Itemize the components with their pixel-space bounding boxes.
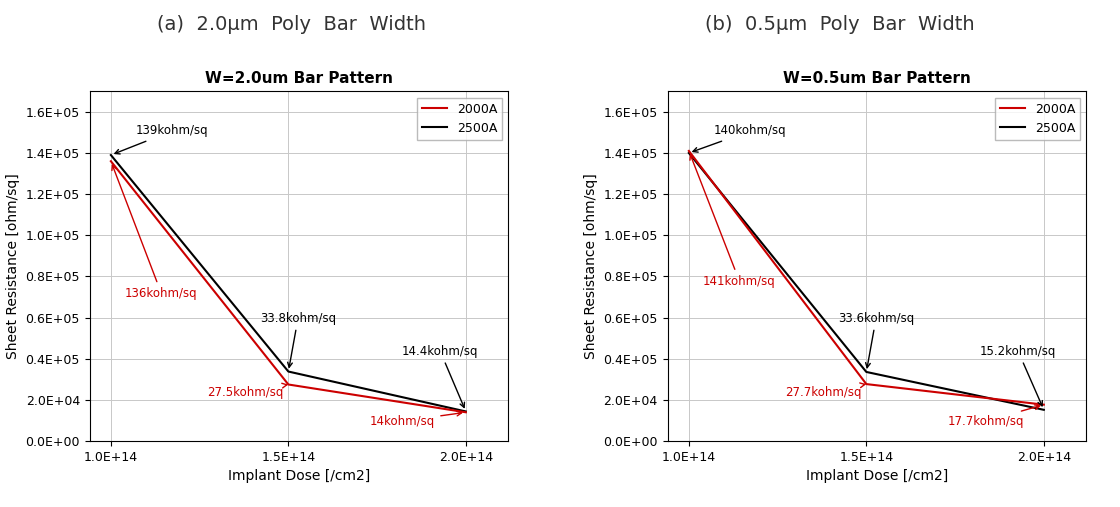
Text: 14kohm/sq: 14kohm/sq	[370, 411, 461, 427]
Text: 15.2kohm/sq: 15.2kohm/sq	[980, 345, 1056, 406]
Text: (a)  2.0μm  Poly  Bar  Width: (a) 2.0μm Poly Bar Width	[157, 15, 426, 34]
Line: 2000A: 2000A	[689, 151, 1044, 405]
X-axis label: Implant Dose [/cm2]: Implant Dose [/cm2]	[227, 469, 370, 483]
Text: 33.8kohm/sq: 33.8kohm/sq	[260, 312, 336, 367]
Y-axis label: Sheet Resistance [ohm/sq]: Sheet Resistance [ohm/sq]	[584, 173, 598, 359]
Text: 33.6kohm/sq: 33.6kohm/sq	[838, 312, 914, 368]
2000A	[281, 381, 295, 387]
Title: W=0.5um Bar Pattern: W=0.5um Bar Pattern	[783, 71, 971, 86]
Line: 2500A: 2500A	[689, 153, 1044, 410]
Text: 140kohm/sq: 140kohm/sq	[693, 125, 786, 152]
Text: 17.7kohm/sq: 17.7kohm/sq	[948, 405, 1039, 427]
2500A	[281, 369, 295, 375]
Legend: 2000A, 2500A: 2000A, 2500A	[417, 97, 502, 140]
Text: 14.4kohm/sq: 14.4kohm/sq	[402, 345, 478, 408]
2000A	[104, 158, 118, 164]
Text: 141kohm/sq: 141kohm/sq	[690, 155, 776, 287]
2000A	[459, 409, 473, 415]
Text: 139kohm/sq: 139kohm/sq	[115, 125, 208, 154]
Text: 136kohm/sq: 136kohm/sq	[112, 165, 198, 300]
Line: 2500A: 2500A	[111, 155, 466, 412]
X-axis label: Implant Dose [/cm2]: Implant Dose [/cm2]	[806, 469, 949, 483]
2500A	[1037, 407, 1051, 413]
Text: 27.5kohm/sq: 27.5kohm/sq	[207, 383, 287, 399]
Line: 2000A: 2000A	[111, 161, 466, 412]
2500A	[682, 150, 696, 156]
2000A	[682, 148, 696, 154]
2000A	[1037, 402, 1051, 408]
Legend: 2000A, 2500A: 2000A, 2500A	[995, 97, 1080, 140]
Text: 27.7kohm/sq: 27.7kohm/sq	[785, 383, 865, 399]
2500A	[860, 369, 874, 375]
2500A	[104, 152, 118, 158]
2000A	[860, 381, 874, 387]
Title: W=2.0um Bar Pattern: W=2.0um Bar Pattern	[205, 71, 393, 86]
Text: (b)  0.5μm  Poly  Bar  Width: (b) 0.5μm Poly Bar Width	[706, 15, 974, 34]
Y-axis label: Sheet Resistance [ohm/sq]: Sheet Resistance [ohm/sq]	[6, 173, 20, 359]
2500A	[459, 409, 473, 415]
